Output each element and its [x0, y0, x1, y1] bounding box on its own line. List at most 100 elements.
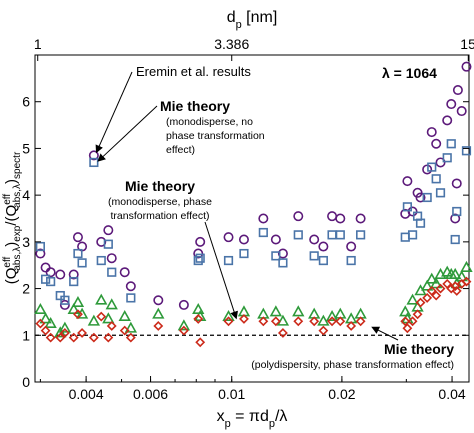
data-point-circle-38 [435, 157, 446, 168]
data-point-diamond-19 [239, 314, 249, 324]
data-point-square-8 [89, 157, 99, 168]
data-point-diamond-21 [270, 316, 281, 327]
axis-labels-layer: 0.004 0.006 0.01 0.02 0.04 0 1 2 3 4 5 6 1 3.386 15 dp … [2, 9, 474, 430]
data-point-diamond-12 [119, 325, 130, 336]
data-point-circle-39 [442, 115, 453, 126]
data-point-diamond-4 [59, 328, 70, 338]
data-point-circle-6 [72, 232, 83, 243]
data-point-square-4 [60, 295, 70, 305]
annotation-mie2-line-0: Mie theory [125, 178, 195, 194]
data-point-triangle-10 [102, 312, 115, 324]
data-point-triangle-6 [71, 295, 85, 307]
data-point-triangle-41 [449, 267, 462, 279]
x-tick-label-4: 0.04 [438, 386, 465, 402]
data-point-circle-20 [258, 213, 269, 224]
data-point-triangle-5 [67, 302, 80, 314]
data-point-diamond-26 [327, 316, 337, 327]
data-point-diamond-6 [73, 309, 83, 320]
data-point-square-21 [309, 251, 319, 261]
data-point-square-14 [195, 253, 205, 263]
y-axis-label: (Qeffabs,λ)exp/(Qeffabs,λ)spectr [2, 151, 23, 284]
lambda-label: λ = 1064 [382, 65, 437, 81]
data-point-triangle-9 [95, 293, 108, 305]
y-tick-label-6: 6 [22, 94, 30, 110]
top-tick-label-2: 15 [460, 36, 474, 52]
annotation-mie3-line-1: (polydispersity, phase transformation ef… [251, 359, 454, 371]
data-point-square-28 [402, 202, 412, 212]
data-point-triangle-37 [430, 277, 443, 289]
ticks-layer [35, 55, 469, 383]
y-tick-label-1: 1 [22, 327, 30, 343]
data-point-square-26 [356, 230, 366, 240]
data-point-circle-9 [96, 236, 107, 247]
data-point-square-40 [461, 146, 472, 156]
data-point-triangle-14 [152, 307, 165, 319]
data-point-square-24 [335, 230, 345, 240]
data-point-diamond-16 [193, 314, 204, 324]
data-point-triangle-22 [276, 314, 290, 326]
data-point-triangle-13 [124, 321, 137, 333]
x-tick-label-2: 0.01 [218, 386, 245, 402]
data-point-circle-25 [318, 241, 329, 252]
data-point-diamond-1 [40, 325, 51, 336]
data-point-diamond-23 [293, 316, 304, 327]
data-point-square-9 [96, 255, 106, 266]
data-point-circle-34 [415, 192, 426, 203]
data-point-diamond-5 [68, 332, 79, 343]
x-tick-label-3: 0.02 [328, 386, 355, 402]
data-point-square-11 [107, 267, 117, 277]
data-point-triangle-12 [118, 309, 131, 322]
data-point-triangle-4 [58, 321, 72, 333]
data-point-triangle-8 [87, 314, 101, 326]
data-point-diamond-31 [402, 323, 413, 334]
data-point-diamond-30 [400, 316, 411, 327]
data-point-circle-5 [68, 269, 79, 280]
data-point-diamond-25 [318, 325, 329, 336]
arrow-eremin [95, 71, 133, 154]
data-point-circle-24 [309, 234, 320, 245]
data-point-diamond-27 [335, 316, 346, 327]
data-point-circle-32 [407, 206, 418, 217]
plot-area [34, 54, 470, 383]
y-tick-label-5: 5 [22, 140, 30, 156]
x-tick-label-1: 0.006 [133, 386, 168, 402]
data-point-diamond-9 [96, 311, 107, 322]
y-tick-label-4: 4 [22, 187, 30, 203]
data-point-square-5 [69, 276, 79, 287]
data-point-triangle-7 [75, 307, 89, 319]
top-axis-label: dp [nm] [227, 9, 278, 31]
data-point-circle-22 [277, 248, 288, 259]
data-point-diamond-38 [435, 283, 446, 294]
data-point-diamond-17 [195, 337, 206, 348]
data-point-square-2 [46, 276, 56, 287]
data-point-diamond-40 [446, 283, 457, 294]
data-point-square-32 [422, 192, 432, 203]
data-point-square-6 [73, 248, 83, 259]
data-point-circle-4 [59, 299, 70, 310]
data-point-square-0 [35, 241, 45, 252]
data-point-square-37 [446, 139, 456, 149]
data-point-square-15 [223, 255, 234, 266]
data-point-square-34 [431, 174, 441, 184]
data-point-square-33 [427, 162, 437, 172]
data-point-circle-21 [270, 234, 281, 245]
y-tick-label-0: 0 [22, 374, 30, 390]
data-point-circle-41 [450, 213, 461, 224]
data-point-diamond-8 [88, 332, 99, 343]
data-point-triangle-30 [399, 305, 412, 317]
data-point-triangle-25 [317, 314, 330, 326]
data-point-circle-15 [178, 299, 189, 310]
data-point-circle-14 [153, 295, 164, 306]
data-point-diamond-0 [35, 318, 46, 329]
data-point-circle-44 [456, 106, 467, 117]
data-point-circle-18 [223, 232, 234, 243]
top-tick-label-0: 1 [34, 36, 42, 52]
data-point-circle-23 [293, 211, 304, 222]
data-point-circle-27 [335, 213, 346, 224]
arrow-mie2 [204, 221, 238, 320]
annotations-layer: Eremin et al. results Mie theory (monodisp… [95, 64, 454, 371]
data-point-circle-10 [103, 225, 114, 236]
data-point-diamond-11 [106, 321, 117, 331]
data-point-square-17 [258, 227, 268, 238]
data-point-triangle-26 [325, 309, 339, 322]
